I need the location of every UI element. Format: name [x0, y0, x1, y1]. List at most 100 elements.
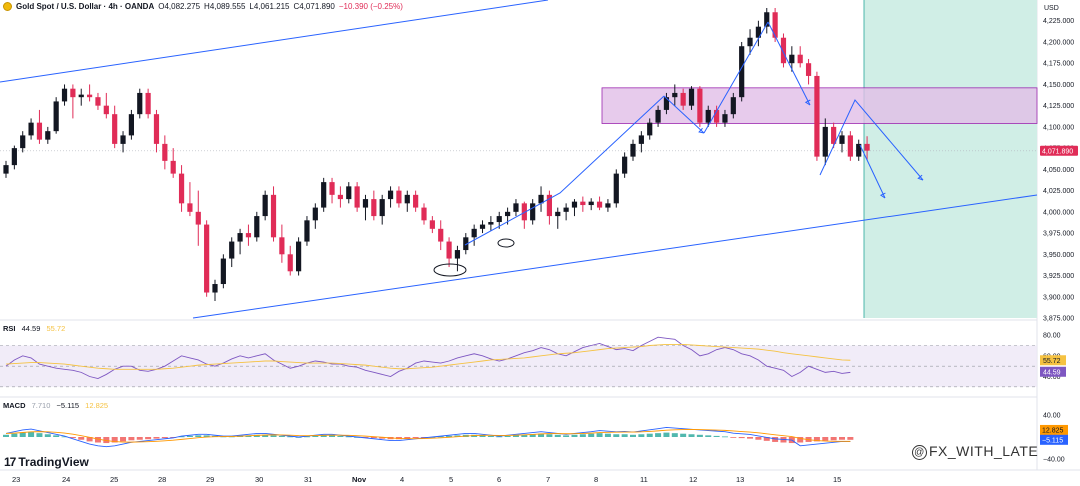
candle-body — [622, 156, 628, 174]
price-tick-label: 4,025.000 — [1043, 188, 1074, 195]
macd-histogram-bar — [312, 435, 319, 437]
macd-histogram-bar — [563, 435, 570, 437]
candle-body — [413, 194, 419, 208]
candle-body — [429, 220, 435, 229]
time-tick-label: 13 — [736, 475, 744, 484]
candle-body — [321, 182, 327, 208]
tradingview-logo[interactable]: 17 TradingView — [4, 455, 89, 469]
candle-body — [28, 122, 34, 136]
candle-body — [11, 148, 17, 166]
candle-body — [145, 92, 151, 115]
candle-body — [513, 203, 519, 212]
symbol-title[interactable]: Gold Spot / U.S. Dollar · 4h · OANDA — [16, 2, 155, 11]
rsi-badge — [1040, 366, 1066, 377]
macd-hist-value: −5.115 — [56, 401, 80, 410]
candle-body — [195, 211, 201, 225]
candle-body — [730, 97, 736, 115]
macd-histogram-bar — [337, 435, 344, 437]
macd-tick-label: −40.00 — [1043, 457, 1065, 464]
price-tick-label: 4,000.000 — [1043, 209, 1074, 216]
macd-title[interactable]: MACD 7.710 −5.115 12.825 — [3, 401, 108, 410]
candle-body — [780, 37, 787, 64]
time-tick-label: 24 — [62, 475, 70, 484]
candle-body — [128, 114, 134, 136]
candle-body — [204, 224, 210, 293]
rsi-ma-value: 55.72 — [46, 324, 66, 333]
macd-histogram-bar — [579, 434, 586, 437]
candle-body — [379, 199, 385, 217]
macd-signal-badge — [1040, 424, 1068, 435]
candle-body — [170, 160, 176, 174]
rsi-badge-label: 44.59 — [1043, 369, 1061, 376]
candle-body — [95, 97, 101, 106]
rsi-value: 44.59 — [21, 324, 41, 333]
macd-histogram-bar — [621, 434, 628, 437]
price-tick-label: 4,050.000 — [1043, 167, 1074, 174]
price-tick-label: 3,950.000 — [1043, 252, 1074, 259]
macd-histogram-bar — [136, 437, 143, 440]
macd-signal-badge-label: 12.825 — [1042, 427, 1064, 434]
time-tick-label: 30 — [255, 475, 263, 484]
candle-body — [789, 54, 795, 64]
macd-histogram-bar — [646, 433, 653, 437]
price-tick-label: 4,125.000 — [1043, 103, 1074, 110]
ohlc-close: C4,071.890 — [293, 2, 335, 11]
time-tick-label: 7 — [546, 475, 550, 484]
candle-body — [663, 97, 670, 110]
price-tick-label: 3,925.000 — [1043, 273, 1074, 280]
current-price-label: 4,071.890 — [1042, 148, 1073, 155]
candle-body — [672, 92, 678, 98]
rsi-ma-line — [5, 344, 851, 370]
candle-body — [187, 203, 193, 212]
macd-histogram-bar — [763, 437, 770, 441]
candle-body — [45, 131, 51, 140]
candle-body — [479, 224, 486, 229]
symbol-header: Gold Spot / U.S. Dollar · 4h · OANDA O4,… — [3, 2, 403, 11]
price-tick-label: 4,100.000 — [1043, 124, 1074, 131]
macd-histogram-bar — [78, 437, 85, 440]
time-tick-label: 6 — [497, 475, 501, 484]
candle-body — [814, 75, 820, 157]
macd-histogram-bar — [421, 437, 427, 438]
ohlc-low: L4,061.215 — [249, 2, 290, 11]
ohlc-open: O4,082.275 — [158, 2, 201, 11]
tradingview-logo-text: TradingView — [18, 455, 89, 469]
ohlc-change: −10.390 (−0.25%) — [338, 2, 403, 11]
macd-line — [5, 427, 851, 448]
candle-body — [20, 135, 26, 149]
macd-histogram-bar — [772, 437, 779, 442]
macd-histogram-bar — [203, 435, 210, 437]
projected-drop-arrow — [859, 144, 886, 199]
candle-body — [304, 220, 310, 242]
ohlc-high: H4,089.555 — [204, 2, 246, 11]
rsi-title[interactable]: RSI 44.59 55.72 — [3, 324, 65, 333]
time-tick-label: 28 — [158, 475, 166, 484]
candle-body — [563, 207, 569, 212]
candle-body — [680, 92, 686, 106]
macd-histogram-bar — [287, 436, 294, 438]
candle-body — [3, 165, 9, 174]
macd-histogram-bar — [195, 435, 202, 437]
macd-histogram-bar — [663, 432, 670, 437]
candle-body — [53, 101, 59, 132]
candle-body — [596, 201, 603, 208]
candle-body — [103, 105, 109, 115]
at-icon: @ — [912, 444, 927, 460]
time-tick-label: 12 — [689, 475, 697, 484]
candle-body — [856, 143, 862, 157]
macd-label: MACD — [3, 401, 26, 410]
candle-body — [764, 12, 770, 27]
candle-body — [371, 199, 377, 217]
macd-histogram-bar — [262, 434, 269, 437]
price-tick-label: 3,975.000 — [1043, 231, 1074, 238]
candle-body — [638, 135, 644, 144]
macd-histogram-bar — [370, 437, 377, 439]
drop-arrow — [767, 21, 811, 106]
candle-body — [647, 122, 653, 136]
candle-body — [237, 233, 243, 242]
macd-histogram-bar — [362, 437, 369, 438]
low-circle-marker — [433, 263, 467, 277]
macd-histogram-bar — [128, 437, 135, 441]
time-tick-label: 14 — [786, 475, 794, 484]
